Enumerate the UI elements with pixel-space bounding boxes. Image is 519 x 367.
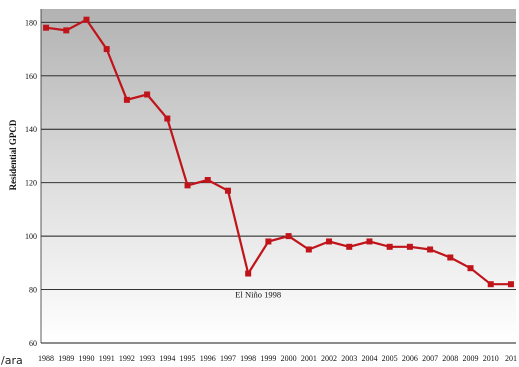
y-tick-label-60: 60: [29, 339, 37, 348]
data-point-1988: [43, 24, 50, 31]
x-tick-label-2005: 2005: [382, 354, 398, 363]
data-point-1990: [83, 16, 90, 23]
x-tick-label-2000: 2000: [281, 354, 297, 363]
x-tick-label-2004: 2004: [361, 354, 377, 363]
x-axis-ticks: 1988 1989 1990 1991 1992 1993 1994 1995 1996 1997…: [38, 354, 517, 363]
data-point-1995: [184, 182, 191, 189]
series-line-0: [45, 18, 511, 286]
data-point-1989: [63, 27, 70, 34]
data-point-2004: [366, 238, 373, 245]
y-axis-label: Residential GPCD: [8, 119, 18, 190]
x-tick-label-2010: 2010: [483, 354, 499, 363]
data-point-1998: [245, 270, 252, 277]
gridlines: [40, 9, 516, 344]
data-point-2005: [386, 243, 393, 250]
x-tick-label-2003: 2003: [341, 354, 357, 363]
y-tick-label-140: 140: [25, 125, 37, 134]
x-tick-label-1989: 1989: [58, 354, 74, 363]
data-point-2000: [285, 233, 292, 240]
x-tick-label-1998: 1998: [240, 354, 256, 363]
data-point-1993: [144, 91, 151, 98]
data-point-2008: [447, 254, 454, 261]
x-tick-label-1988: 1988: [38, 354, 54, 363]
x-tick-label-1992: 1992: [119, 354, 135, 363]
x-tick-label-201: 201: [505, 354, 517, 363]
data-point-2001: [305, 246, 312, 253]
stray-text: /ara: [1, 354, 23, 367]
y-tick-label-100: 100: [25, 232, 37, 241]
data-point-2002: [326, 238, 333, 245]
data-point-2003: [346, 243, 353, 250]
x-tick-label-1990: 1990: [78, 354, 94, 363]
data-point-1991: [103, 46, 110, 53]
annotation-el-nino: El Niño 1998: [235, 290, 281, 300]
data-point-1997: [224, 187, 231, 194]
x-tick-label-2006: 2006: [402, 354, 418, 363]
y-tick-label-80: 80: [29, 286, 37, 295]
x-tick-label-2009: 2009: [463, 354, 479, 363]
data-point-2006: [406, 243, 413, 250]
x-tick-label-1994: 1994: [159, 354, 175, 363]
data-point-201: [507, 281, 514, 288]
x-tick-label-1997: 1997: [220, 354, 236, 363]
data-point-2010: [487, 281, 494, 288]
x-tick-label-1999: 1999: [260, 354, 276, 363]
x-tick-label-2008: 2008: [442, 354, 458, 363]
data-point-1999: [265, 238, 272, 245]
x-tick-label-1995: 1995: [180, 354, 196, 363]
data-point-1996: [204, 177, 211, 184]
data-point-1992: [123, 96, 130, 103]
x-tick-label-2007: 2007: [422, 354, 438, 363]
y-axis-ticks: 60 80 100 120 140 160 180: [25, 18, 37, 348]
x-tick-label-1991: 1991: [99, 354, 115, 363]
x-tick-label-1996: 1996: [200, 354, 216, 363]
y-tick-label-160: 160: [25, 72, 37, 81]
plot-background: [41, 9, 516, 343]
series-points: [43, 16, 514, 288]
x-tick-label-2001: 2001: [301, 354, 317, 363]
x-tick-label-1993: 1993: [139, 354, 155, 363]
y-tick-label-120: 120: [25, 179, 37, 188]
data-point-2007: [427, 246, 434, 253]
y-tick-label-180: 180: [25, 18, 37, 27]
data-point-1994: [164, 115, 171, 122]
data-point-2009: [467, 265, 474, 272]
x-tick-label-2002: 2002: [321, 354, 337, 363]
series-lines: [45, 18, 511, 286]
